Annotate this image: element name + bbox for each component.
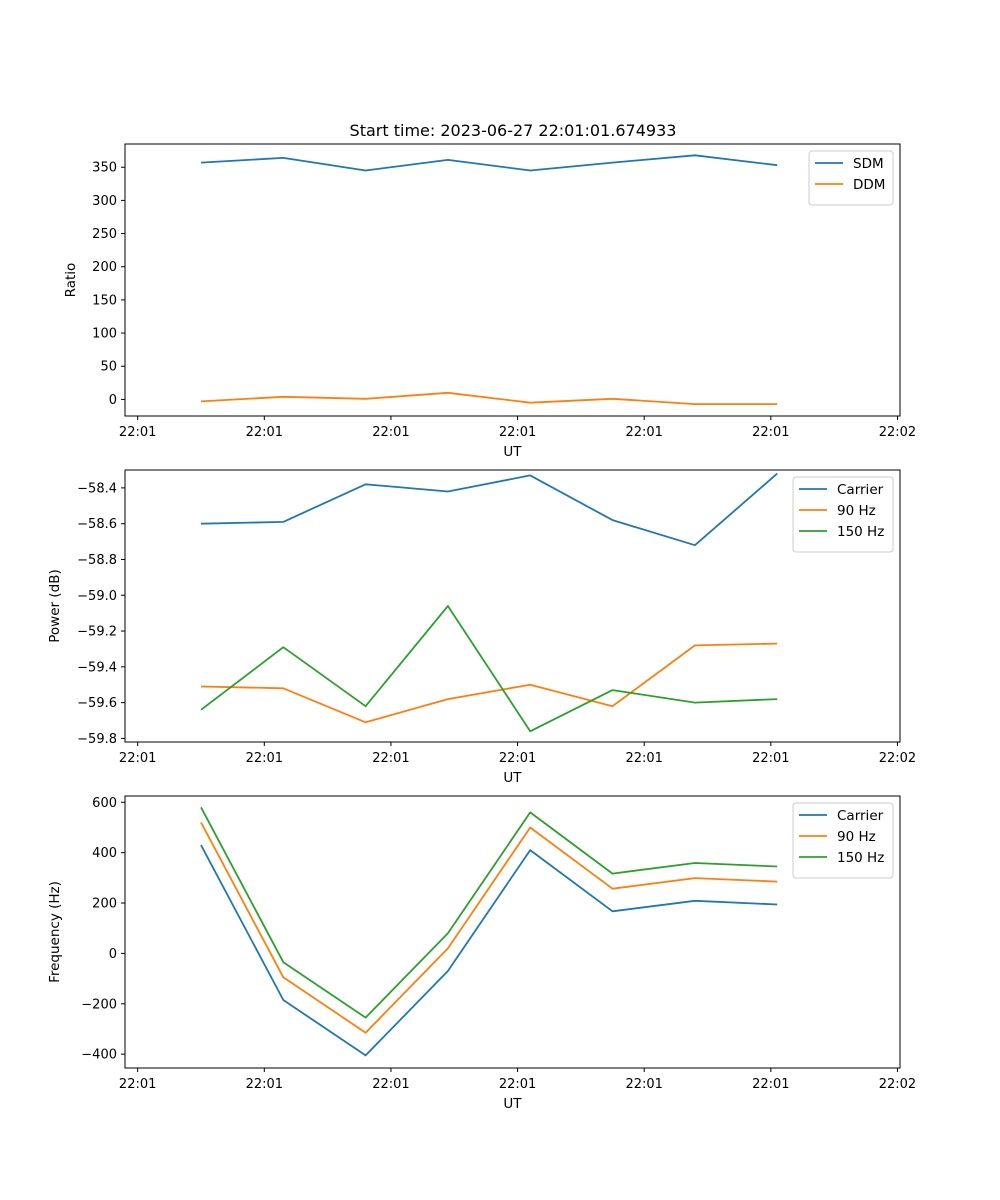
frequency-legend-label: Carrier: [837, 808, 884, 824]
power-legend-box: [792, 476, 894, 553]
frequency-y-axis-label: Frequency (Hz): [47, 881, 63, 983]
frequency-legend-label: 90 Hz: [837, 829, 876, 845]
frequency-series-line-carrier: [200, 844, 778, 1057]
power-legend: Carrier 90 Hz 150 Hz: [792, 476, 894, 553]
frequency-y-tick-label: −200: [81, 997, 117, 1012]
power-y-tick-label: −58.8: [77, 553, 117, 568]
power-axes-frame: [124, 469, 901, 743]
ratio-y-tick-label: 150: [92, 293, 117, 308]
power-y-tick-label: −58.6: [77, 517, 117, 532]
ratio-x-axis-label: UT: [503, 444, 522, 460]
ratio-legend-label: SDM: [853, 156, 884, 172]
ratio-legend: SDM DDM: [808, 150, 894, 206]
ratio-y-tick-label: 350: [92, 161, 117, 176]
ratio-series-line-sdm: [200, 154, 778, 172]
ratio-y-axis-label: Ratio: [63, 263, 79, 298]
ratio-axes-frame: [124, 143, 901, 417]
power-legend-label: 90 Hz: [837, 503, 876, 519]
power-x-tick-label: 22:02: [879, 751, 916, 766]
frequency-series-line-90-hz: [200, 821, 778, 1034]
frequency-panel: 22:01 22:01 22:01 22:01 22:01 22:01 22:02 600 40…: [47, 795, 916, 1112]
ratio-y-tick-label: 200: [92, 260, 117, 275]
power-legend-label: 150 Hz: [837, 524, 884, 540]
frequency-x-tick-label: 22:02: [879, 1077, 916, 1092]
frequency-series-line-150-hz: [200, 806, 778, 1019]
ratio-x-tick-label: 22:01: [119, 425, 156, 440]
frequency-axes-frame: [124, 795, 901, 1069]
frequency-x-tick-label: 22:01: [625, 1077, 662, 1092]
ratio-legend-label: DDM: [853, 177, 885, 193]
frequency-x-tick-label: 22:01: [499, 1077, 536, 1092]
ratio-x-tick-label: 22:02: [879, 425, 916, 440]
power-x-tick-label: 22:01: [246, 751, 283, 766]
frequency-y-tick-label: 400: [92, 846, 117, 861]
power-y-tick-label: −59.4: [77, 660, 117, 675]
ratio-x-tick-label: 22:01: [246, 425, 283, 440]
power-y-tick-label: −59.0: [77, 589, 117, 604]
ratio-x-tick-label: 22:01: [752, 425, 789, 440]
frequency-y-tick-label: 0: [109, 947, 117, 962]
power-series-line-carrier: [200, 472, 778, 547]
power-x-tick-label: 22:01: [499, 751, 536, 766]
frequency-legend-label: 150 Hz: [837, 850, 884, 866]
frequency-x-axis-label: UT: [503, 1096, 522, 1112]
power-y-axis-label: Power (dB): [47, 569, 63, 642]
frequency-x-tick-label: 22:01: [246, 1077, 283, 1092]
power-legend-label: Carrier: [837, 482, 884, 498]
power-x-tick-label: 22:01: [119, 751, 156, 766]
frequency-x-tick-label: 22:01: [372, 1077, 409, 1092]
ratio-y-tick-label: 250: [92, 227, 117, 242]
ratio-x-tick-label: 22:01: [499, 425, 536, 440]
ratio-y-tick-label: 0: [109, 393, 117, 408]
power-series-line-90-hz: [200, 642, 778, 724]
ratio-panel: 22:01 22:01 22:01 22:01 22:01 22:01 22:02 0 50 10…: [63, 143, 916, 460]
frequency-legend: Carrier 90 Hz 150 Hz: [792, 802, 894, 879]
power-x-tick-label: 22:01: [372, 751, 409, 766]
power-panel: 22:01 22:01 22:01 22:01 22:01 22:01 22:02 −58.4…: [47, 469, 916, 786]
power-series-line-150-hz: [200, 605, 778, 733]
power-x-tick-label: 22:01: [752, 751, 789, 766]
frequency-y-tick-label: 600: [92, 796, 117, 811]
ratio-legend-box: [808, 150, 894, 206]
power-y-tick-label: −59.8: [77, 732, 117, 747]
frequency-x-tick-label: 22:01: [119, 1077, 156, 1092]
frequency-x-tick-label: 22:01: [752, 1077, 789, 1092]
power-x-axis-label: UT: [503, 770, 522, 786]
power-y-tick-label: −59.2: [77, 625, 117, 640]
frequency-legend-box: [792, 802, 894, 879]
ratio-x-tick-label: 22:01: [372, 425, 409, 440]
power-y-tick-label: −58.4: [77, 481, 117, 496]
figure-title: Start time: 2023-06-27 22:01:01.674933: [350, 121, 677, 140]
ratio-series-line-ddm: [200, 391, 778, 406]
ratio-y-tick-label: 300: [92, 194, 117, 209]
ratio-y-tick-label: 50: [100, 360, 117, 375]
frequency-y-tick-label: −400: [81, 1048, 117, 1063]
frequency-y-tick-label: 200: [92, 897, 117, 912]
ratio-y-tick-label: 100: [92, 327, 117, 342]
power-x-tick-label: 22:01: [625, 751, 662, 766]
power-y-tick-label: −59.6: [77, 696, 117, 711]
ratio-x-tick-label: 22:01: [625, 425, 662, 440]
